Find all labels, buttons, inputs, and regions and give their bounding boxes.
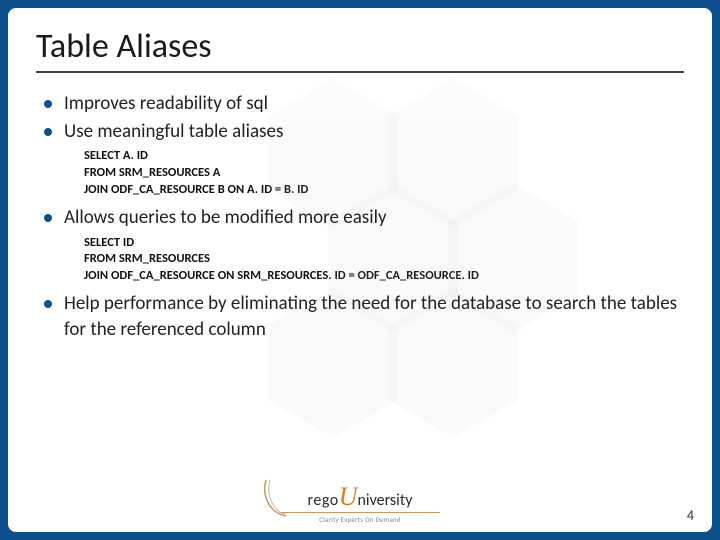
slide-card: Table Aliases Improves readability of sq… [8, 8, 712, 532]
bullet-item: Allows queries to be modified more easil… [44, 205, 684, 231]
bullet-item: Improves readability of sql [44, 91, 684, 117]
logo-swoosh-icon [262, 478, 288, 518]
bullet-list: Improves readability of sql Use meaningf… [36, 91, 684, 144]
code-block-1: SELECT A. ID FROM SRM_RESOURCES A JOIN O… [84, 148, 684, 199]
bullet-item: Help performance by eliminating the need… [44, 291, 684, 342]
logo-divider [280, 512, 440, 513]
logo-text-niversity: niversity [358, 491, 413, 510]
bullet-text: Use meaningful table aliases [64, 120, 283, 143]
footer: regoUniversity Clarity Experts On Demand [8, 478, 712, 524]
bullet-item: Use meaningful table aliases [44, 119, 684, 145]
logo: regoUniversity Clarity Experts On Demand [280, 487, 440, 524]
logo-tagline: Clarity Experts On Demand [319, 515, 401, 524]
bullet-text: Improves readability of sql [64, 92, 268, 115]
title-underline [36, 71, 684, 73]
page-number: 4 [687, 507, 694, 524]
slide-title: Table Aliases [36, 26, 684, 67]
logo-text-rego: rego [308, 491, 339, 510]
logo-wordmark: regoUniversity [308, 487, 413, 510]
logo-text-u: U [339, 487, 358, 508]
code-block-2: SELECT ID FROM SRM_RESOURCES JOIN ODF_CA… [84, 235, 684, 286]
bullet-list: Allows queries to be modified more easil… [36, 205, 684, 231]
bullet-text: Help performance by eliminating the need… [64, 292, 677, 341]
bullet-list: Help performance by eliminating the need… [36, 291, 684, 342]
bullet-text: Allows queries to be modified more easil… [64, 206, 387, 229]
